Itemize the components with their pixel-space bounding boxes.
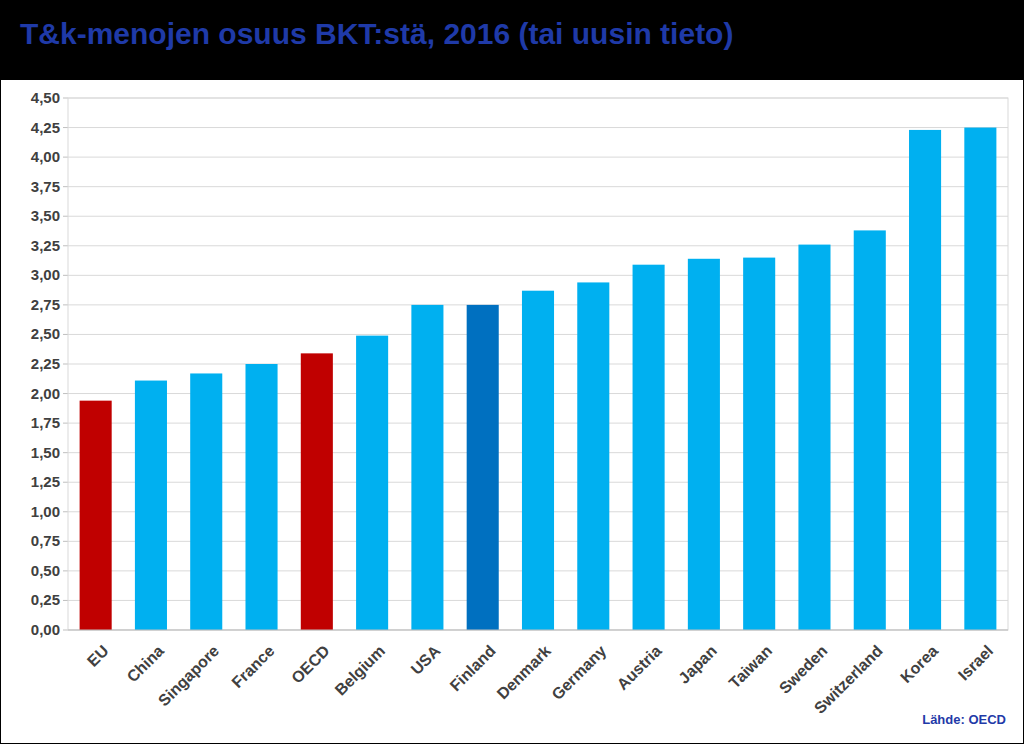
y-tick-label: 0,75 xyxy=(31,532,60,549)
bar xyxy=(633,265,665,630)
bar xyxy=(798,245,830,630)
y-tick xyxy=(63,157,68,158)
chart: T&k-menojen osuus BKT:stä, 2016 (tai uus… xyxy=(0,0,1024,744)
y-tick-label: 3,50 xyxy=(31,207,60,224)
y-tick-label: 2,50 xyxy=(31,325,60,342)
page-border xyxy=(1,1,1024,744)
y-tick-label: 4,50 xyxy=(31,89,60,106)
y-tick-label: 3,00 xyxy=(31,266,60,283)
grid-line xyxy=(68,630,1008,631)
x-tick-label: Sweden xyxy=(776,642,831,697)
bar xyxy=(356,336,388,630)
y-tick-label: 0,25 xyxy=(31,591,60,608)
x-tick-label: EU xyxy=(84,642,112,670)
y-tick xyxy=(63,511,68,512)
x-tick-label: OECD xyxy=(288,642,333,687)
bar xyxy=(301,353,333,630)
bar xyxy=(577,282,609,630)
y-tick xyxy=(63,393,68,394)
x-tick-label: Korea xyxy=(897,642,941,686)
y-tick xyxy=(63,275,68,276)
y-tick xyxy=(63,600,68,601)
bar xyxy=(688,259,720,630)
y-tick-label: 3,25 xyxy=(31,237,60,254)
y-tick xyxy=(63,452,68,453)
y-tick-label: 4,25 xyxy=(31,119,60,136)
y-tick-label: 1,75 xyxy=(31,414,60,431)
title: T&k-menojen osuus BKT:stä, 2016 (tai uus… xyxy=(20,17,733,50)
x-tick-label: Belgium xyxy=(332,642,389,699)
x-tick-label: Austria xyxy=(614,642,665,693)
y-tick xyxy=(63,98,68,99)
grid xyxy=(68,98,1008,630)
y-tick-label: 1,00 xyxy=(31,503,60,520)
y-tick xyxy=(63,127,68,128)
x-tick-label: Japan xyxy=(675,642,720,687)
y-tick xyxy=(63,186,68,187)
source-note: Lähde: OECD xyxy=(922,712,1006,727)
x-tick-label: Finland xyxy=(447,642,499,694)
y-tick xyxy=(63,482,68,483)
y-tick-label: 0,50 xyxy=(31,562,60,579)
bar xyxy=(80,401,112,630)
y-tick-label: 1,25 xyxy=(31,473,60,490)
x-tick-label: Taiwan xyxy=(726,642,776,692)
grid-line xyxy=(68,186,1008,187)
y-tick xyxy=(63,423,68,424)
y-tick-label: 0,00 xyxy=(31,621,60,638)
y-tick xyxy=(63,334,68,335)
y-tick-label: 1,50 xyxy=(31,444,60,461)
x-tick-label: Israel xyxy=(955,642,997,684)
grid-line xyxy=(68,216,1008,217)
y-tick xyxy=(63,630,68,631)
y-tick xyxy=(63,245,68,246)
grid-line xyxy=(68,157,1008,158)
bar xyxy=(467,305,499,630)
x-tick-label: USA xyxy=(408,642,444,678)
y-tick-label: 2,75 xyxy=(31,296,60,313)
bar xyxy=(743,258,775,630)
x-tick-label: China xyxy=(124,642,168,686)
bar xyxy=(245,364,277,630)
bar xyxy=(522,291,554,630)
title-band xyxy=(0,0,1024,80)
plot-frame xyxy=(68,98,1008,630)
y-tick xyxy=(63,570,68,571)
background xyxy=(0,0,1024,744)
y-tick xyxy=(63,216,68,217)
bar xyxy=(854,230,886,630)
bar xyxy=(135,381,167,630)
y-tick xyxy=(63,364,68,365)
x-axis xyxy=(68,630,1008,631)
x-tick-label: Switzerland xyxy=(811,642,886,717)
x-tick-label: Germany xyxy=(548,642,609,703)
bar xyxy=(411,305,443,630)
grid-line xyxy=(68,127,1008,128)
x-tick-label: France xyxy=(228,642,277,691)
bar xyxy=(909,130,941,630)
bar xyxy=(190,373,222,630)
y-tick-label: 2,00 xyxy=(31,385,60,402)
y-tick-label: 4,00 xyxy=(31,148,60,165)
x-tick-label: Denmark xyxy=(494,642,555,703)
bars xyxy=(80,128,997,630)
y-tick-label: 2,25 xyxy=(31,355,60,372)
y-tick xyxy=(63,541,68,542)
bar xyxy=(964,128,996,630)
y-tick-label: 3,75 xyxy=(31,178,60,195)
y-tick xyxy=(63,304,68,305)
x-tick-label: Singapore xyxy=(155,642,222,709)
